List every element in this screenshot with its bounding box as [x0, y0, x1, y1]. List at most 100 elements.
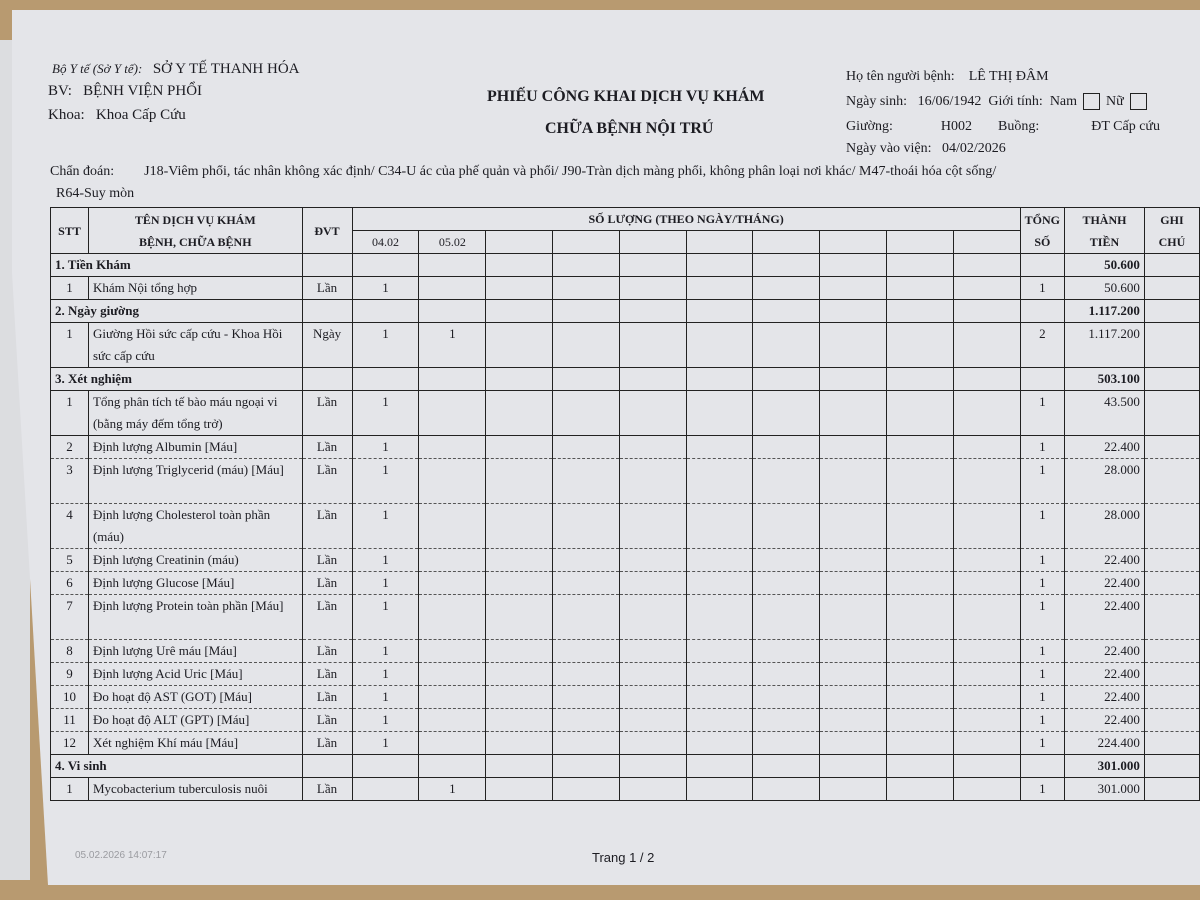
day-cell: 1 — [351, 390, 420, 436]
day-cell — [752, 253, 821, 277]
table-row: 7 Định lượng Protein toàn phần [Máu] Lần 1 1… — [50, 594, 1200, 640]
day-cell — [819, 639, 888, 663]
day-cell — [485, 548, 554, 572]
day-cell: 1 — [351, 503, 420, 549]
day-cell — [685, 571, 754, 595]
unit-cell: Lần — [301, 390, 353, 436]
day-cell — [618, 754, 687, 778]
day-cell — [618, 367, 687, 391]
service-name: Giường Hồi sức cấp cứu - Khoa Hồi sức cấ… — [87, 322, 303, 368]
day-cell — [618, 390, 687, 436]
day-cell — [552, 571, 620, 595]
day-cell — [552, 777, 620, 801]
table-row: 1 Mycobacterium tuberculosis nuôi Lần 1 1 301… — [50, 777, 1200, 801]
male-checkbox — [1083, 93, 1101, 111]
total-cell: 1 — [1019, 685, 1066, 709]
day-cell — [685, 322, 754, 368]
day-cell — [485, 458, 554, 504]
note-cell — [1143, 435, 1200, 459]
day-cell — [685, 639, 754, 663]
section-amount: 1.117.200 — [1064, 299, 1145, 323]
day-cell — [819, 322, 888, 368]
service-name: Định lượng Albumin [Máu] — [87, 435, 303, 459]
col-quantity: SỐ LƯỢNG (THEO NGÀY/THÁNG) — [351, 207, 1021, 231]
stt-cell: 7 — [50, 594, 89, 640]
cell — [301, 367, 353, 391]
day-cell — [952, 571, 1021, 595]
day-cell — [819, 435, 888, 459]
day-cell — [886, 435, 954, 459]
day-cell — [819, 685, 888, 709]
total-cell: 1 — [1019, 503, 1066, 549]
service-name: Định lượng Triglycerid (máu) [Máu] — [87, 458, 303, 504]
unit-cell: Lần — [301, 594, 353, 640]
day-cell — [952, 754, 1021, 778]
department: Khoa: Khoa Cấp Cứu — [48, 107, 186, 123]
date-header: 05.02 — [418, 230, 487, 254]
day-cell — [819, 777, 888, 801]
amount-cell: 22.400 — [1064, 685, 1145, 709]
total-cell: 1 — [1019, 571, 1066, 595]
date-header — [552, 230, 620, 254]
unit-cell: Lần — [301, 548, 353, 572]
day-cell — [752, 639, 821, 663]
day-cell — [819, 390, 888, 436]
day-cell — [685, 458, 754, 504]
day-cell — [618, 299, 687, 323]
note-cell — [1143, 322, 1200, 368]
stt-cell: 9 — [50, 662, 89, 686]
note-cell — [1143, 754, 1200, 778]
day-cell — [685, 754, 754, 778]
stt-cell: 2 — [50, 435, 89, 459]
table-row: 4 Định lượng Cholesterol toàn phần (máu) L… — [50, 503, 1200, 549]
day-cell — [418, 754, 487, 778]
section-title: 2. Ngày giường — [50, 299, 303, 323]
table-row: 5 Định lượng Creatinin (máu) Lần 1 1 22.400 — [50, 548, 1200, 572]
day-cell — [886, 367, 954, 391]
day-cell — [685, 276, 754, 300]
day-cell — [485, 594, 554, 640]
day-cell: 1 — [351, 571, 420, 595]
day-cell — [886, 276, 954, 300]
day-cell — [618, 458, 687, 504]
section-amount: 503.100 — [1064, 367, 1145, 391]
day-cell: 1 — [418, 777, 487, 801]
note-cell — [1143, 685, 1200, 709]
bed-room: Giường: H002 Buồng: ĐT Cấp cứu — [846, 119, 1161, 134]
amount-cell: 28.000 — [1064, 503, 1145, 549]
day-cell — [618, 571, 687, 595]
day-cell — [752, 594, 821, 640]
day-cell — [886, 322, 954, 368]
day-cell — [685, 685, 754, 709]
day-cell — [618, 276, 687, 300]
table-row: 2 Định lượng Albumin [Máu] Lần 1 1 22.400 — [50, 435, 1200, 459]
total-cell: 1 — [1019, 435, 1066, 459]
table-row: 11 Đo hoạt độ ALT (GPT) [Máu] Lần 1 1 22.400 — [50, 708, 1200, 732]
day-cell — [952, 639, 1021, 663]
date-header — [485, 230, 554, 254]
total-cell: 1 — [1019, 639, 1066, 663]
date-header — [952, 230, 1021, 254]
note-cell — [1143, 299, 1200, 323]
day-cell — [886, 777, 954, 801]
day-cell — [752, 299, 821, 323]
stt-cell: 12 — [50, 731, 89, 755]
note-cell — [1143, 708, 1200, 732]
day-cell — [618, 548, 687, 572]
unit-cell: Lần — [301, 685, 353, 709]
col-service-name: TÊN DỊCH VỤ KHÁM BỆNH, CHỮA BỆNH — [87, 207, 303, 254]
total-cell: 1 — [1019, 708, 1066, 732]
day-cell — [418, 503, 487, 549]
day-cell — [685, 708, 754, 732]
day-cell — [952, 458, 1021, 504]
day-cell — [752, 685, 821, 709]
day-cell — [886, 662, 954, 686]
date-header — [685, 230, 754, 254]
amount-cell: 22.400 — [1064, 662, 1145, 686]
day-cell — [418, 571, 487, 595]
day-cell — [685, 299, 754, 323]
cell — [301, 754, 353, 778]
total-cell — [1019, 367, 1066, 391]
patient-dob-gender: Ngày sinh: 16/06/1942 Giới tính: Nam Nữ — [846, 93, 1153, 111]
day-cell — [952, 276, 1021, 300]
